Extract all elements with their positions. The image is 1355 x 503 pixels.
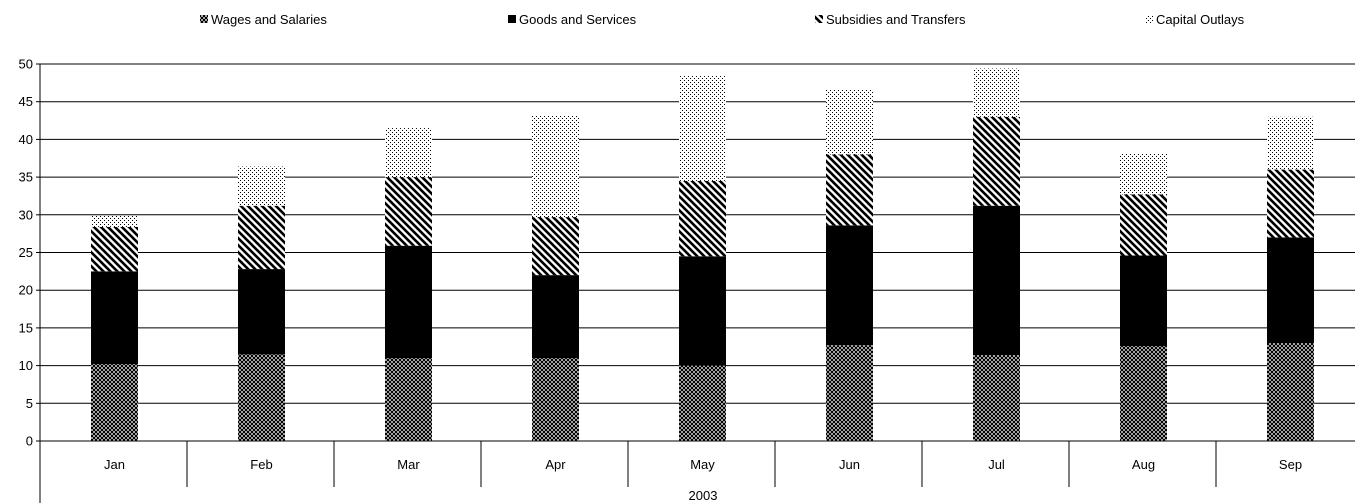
legend-swatch-goods-and-services — [508, 15, 516, 23]
y-axis-ticks: 0 5 10 15 20 25 30 35 40 45 50 — [19, 57, 40, 449]
bar-stack-jul — [973, 68, 1020, 441]
bar-stack-aug — [1120, 153, 1167, 441]
bar-subsidies-and-transfers-may — [679, 180, 726, 257]
bar-capital-outlays-aug — [1120, 153, 1167, 195]
bar-subsidies-and-transfers-sep — [1267, 169, 1314, 238]
bar-wages-and-salaries-mar — [385, 358, 432, 441]
x-group-label: 2003 — [689, 488, 718, 503]
bar-wages-and-salaries-jul — [973, 355, 1020, 441]
y-tick-label-40: 40 — [19, 132, 33, 147]
bar-subsidies-and-transfers-aug — [1120, 194, 1167, 256]
bar-goods-and-services-jun — [826, 225, 873, 346]
bar-subsidies-and-transfers-jun — [826, 154, 873, 226]
bar-capital-outlays-may — [679, 76, 726, 181]
x-tick-label-jul: Jul — [988, 457, 1005, 472]
legend-item-capital-outlays: Capital Outlays — [1145, 12, 1245, 27]
bar-goods-and-services-jul — [973, 205, 1020, 356]
bar-wages-and-salaries-aug — [1120, 345, 1167, 441]
y-tick-label-35: 35 — [19, 170, 33, 185]
x-tick-label-feb: Feb — [250, 457, 272, 472]
y-tick-label-45: 45 — [19, 94, 33, 109]
bar-goods-and-services-sep — [1267, 237, 1314, 343]
y-tick-label-10: 10 — [19, 358, 33, 373]
y-tick-label-15: 15 — [19, 320, 33, 335]
bar-capital-outlays-apr — [532, 115, 579, 218]
bar-subsidies-and-transfers-jul — [973, 116, 1020, 206]
bar-goods-and-services-mar — [385, 245, 432, 359]
y-tick-label-50: 50 — [19, 57, 33, 72]
legend-item-goods-and-services: Goods and Services — [508, 12, 637, 27]
x-tick-label-sep: Sep — [1279, 457, 1302, 472]
legend-item-wages-and-salaries: Wages and Salaries — [200, 12, 327, 27]
bar-stack-feb — [238, 166, 285, 441]
x-tick-label-apr: Apr — [545, 457, 566, 472]
bar-capital-outlays-feb — [238, 166, 285, 206]
x-tick-label-jan: Jan — [104, 457, 125, 472]
bar-capital-outlays-jul — [973, 68, 1020, 117]
bar-wages-and-salaries-jan — [91, 364, 138, 441]
legend-label-wages-and-salaries: Wages and Salaries — [211, 12, 327, 27]
bar-wages-and-salaries-feb — [238, 354, 285, 441]
x-axis-labels: Jan Feb Mar Apr May Jun Jul Aug Sep 2003 — [104, 441, 1302, 503]
bars — [91, 68, 1314, 441]
bar-goods-and-services-jan — [91, 271, 138, 365]
x-tick-label-aug: Aug — [1132, 457, 1155, 472]
y-tick-label-0: 0 — [26, 434, 33, 449]
bar-wages-and-salaries-jun — [826, 345, 873, 441]
bar-wages-and-salaries-sep — [1267, 342, 1314, 441]
bar-stack-jun — [826, 89, 873, 441]
bar-goods-and-services-aug — [1120, 255, 1167, 346]
legend-swatch-wages-and-salaries — [200, 15, 208, 23]
bar-subsidies-and-transfers-jan — [91, 226, 138, 272]
x-tick-label-jun: Jun — [839, 457, 860, 472]
bar-stack-jan — [91, 215, 138, 441]
axes — [39, 64, 1355, 503]
x-tick-label-mar: Mar — [397, 457, 420, 472]
y-tick-label-30: 30 — [19, 207, 33, 222]
bar-stack-apr — [532, 115, 579, 441]
legend-label-capital-outlays: Capital Outlays — [1156, 12, 1245, 27]
x-tick-label-may: May — [690, 457, 715, 472]
y-tick-label-25: 25 — [19, 245, 33, 260]
legend-label-goods-and-services: Goods and Services — [519, 12, 637, 27]
bar-wages-and-salaries-apr — [532, 358, 579, 441]
bar-capital-outlays-jun — [826, 89, 873, 155]
legend-item-subsidies-and-transfers: Subsidies and Transfers — [815, 12, 966, 27]
bar-goods-and-services-may — [679, 256, 726, 366]
y-tick-label-20: 20 — [19, 283, 33, 298]
bar-stack-sep — [1267, 116, 1314, 441]
bar-subsidies-and-transfers-apr — [532, 217, 579, 276]
bar-subsidies-and-transfers-feb — [238, 205, 285, 270]
bar-stack-may — [679, 76, 726, 441]
bar-wages-and-salaries-may — [679, 365, 726, 441]
bar-subsidies-and-transfers-mar — [385, 177, 432, 246]
bar-capital-outlays-jan — [91, 215, 138, 227]
legend: Wages and Salaries Goods and Services Subs… — [200, 12, 1245, 27]
legend-swatch-capital-outlays — [1145, 15, 1153, 23]
legend-label-subsidies-and-transfers: Subsidies and Transfers — [826, 12, 966, 27]
bar-goods-and-services-apr — [532, 275, 579, 359]
bar-capital-outlays-mar — [385, 128, 432, 178]
bar-goods-and-services-feb — [238, 269, 285, 355]
bar-stack-mar — [385, 128, 432, 441]
bar-capital-outlays-sep — [1267, 116, 1314, 170]
y-tick-label-5: 5 — [26, 396, 33, 411]
legend-swatch-subsidies-and-transfers — [815, 15, 823, 23]
